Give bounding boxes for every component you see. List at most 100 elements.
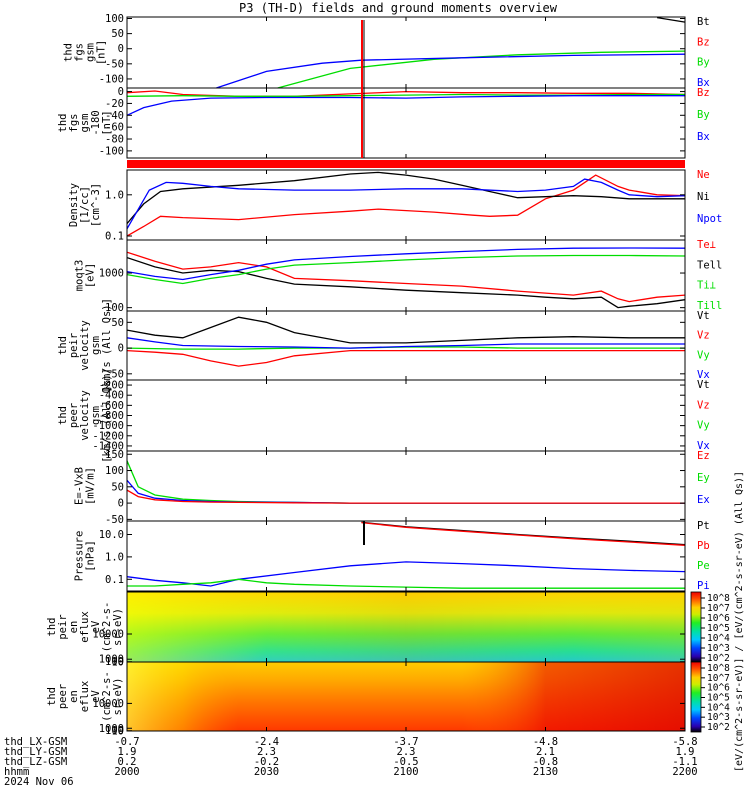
series-peir-velocity-Vz (126, 349, 685, 367)
legend-Vx: Vx (697, 440, 710, 452)
ytick-label: -800 (99, 410, 124, 422)
series-efield-Ey (126, 460, 685, 504)
ylabel-line: peer (57, 684, 69, 709)
ylabel-line: [nPa] (85, 540, 97, 572)
time-axis-value: -0.7 (114, 736, 139, 748)
time-axis-value: 2030 (254, 766, 279, 778)
colorbar-tick-label: 10^8 (707, 593, 730, 604)
time-axis-value: 2.3 (257, 746, 276, 758)
ytick-label: -1000 (92, 420, 124, 432)
series-fgs-gsm-recent-By (126, 93, 685, 97)
time-axis-row-label: hhmm (4, 766, 29, 778)
ylabel-line: peer (68, 403, 80, 428)
legend-Bx: Bx (697, 131, 710, 143)
ylabel-line: en (68, 621, 80, 634)
ytick-label: -50 (105, 514, 124, 526)
ylabel-line: gsm (79, 114, 91, 133)
legend-Pi: Pi (697, 580, 710, 592)
ylabel-line: [nT] (96, 40, 108, 65)
ylabel-line: gsm (90, 336, 102, 355)
time-axis-value: -0.2 (254, 756, 279, 768)
legend-Vz: Vz (697, 399, 710, 411)
series-peir-velocity-Vy (126, 346, 685, 350)
time-axis-value: -0.8 (533, 756, 558, 768)
panel-peer-velocity: -200-400-600-800-1000-1200-1400 thd peer ve… (57, 368, 710, 463)
ytick-label: 100 (105, 465, 124, 477)
legend-Pe: Pe (697, 560, 710, 572)
colorbar-peer (690, 661, 702, 733)
time-axis: thd_LX-GSM -0.7 -2.4 -3.7 -4.8 -5.8 thd_LY-GSM… (4, 736, 698, 788)
ytick-label: 10000 (92, 698, 124, 710)
series-pressure-Pb (361, 521, 686, 546)
panel-temperature: 1000 100 moqt3 [eV] Te⊥ Tell Ti⊥ Till (74, 239, 723, 314)
colorbar-tick-label: 10^5 (707, 623, 730, 634)
time-axis-value: -3.7 (393, 736, 418, 748)
ylabel-line: en (68, 690, 80, 703)
ytick-label: 10 (111, 725, 124, 737)
ylabel-line: eV (90, 690, 102, 703)
ytick-label: 150 (105, 449, 124, 461)
ylabel-line: thd (46, 618, 58, 637)
legend-Vz: Vz (697, 330, 710, 342)
ylabel-line: [nT] (101, 110, 113, 135)
legend-Npot: Npot (697, 213, 722, 225)
colorbar-tick-label: 10^3 (707, 712, 730, 723)
ylabel-line: [1/cc] (79, 186, 91, 224)
panel-frame (126, 379, 686, 452)
colorbar-tick-label: 10^6 (707, 613, 730, 624)
series-temperature-Tell (126, 256, 686, 309)
time-axis-value: 2200 (672, 766, 697, 778)
series-fgs-gsm-Bt (656, 16, 686, 23)
ytick-label: -400 (99, 390, 124, 402)
ylabel-line: fgs (74, 43, 86, 62)
series-fgs-gsm-By (277, 50, 686, 89)
legend-Vt: Vt (697, 310, 710, 322)
ytick-label: 100 (105, 302, 124, 314)
panel-frame (126, 450, 686, 522)
panel-frame (126, 169, 686, 241)
ytick-label: 1000 (99, 268, 124, 280)
spectrogram-overlay (127, 662, 685, 731)
legend-Ne: Ne (697, 169, 710, 181)
series-temperature-Te⊥ (126, 251, 686, 303)
ytick-label: 1.0 (105, 551, 124, 563)
legend-Till: Till (697, 300, 722, 312)
legend-Ni: Ni (697, 191, 710, 203)
ytick-label: -100 (99, 145, 124, 157)
time-axis-value: 2.3 (397, 746, 416, 758)
ytick-label: 0 (118, 498, 124, 510)
series-efield-Ez (126, 489, 685, 504)
legend-Bx: Bx (697, 77, 710, 89)
colorbar-tick-label: 10^5 (707, 693, 730, 704)
spectrogram-overlay (127, 592, 685, 662)
ytick-label: 0 (118, 86, 124, 98)
time-axis-value: -0.5 (393, 756, 418, 768)
ylabel-line: sr-eV) (112, 678, 124, 716)
colorbar-tick-label: 10^8 (707, 663, 730, 674)
ytick-label: -80 (105, 134, 124, 146)
ylabel-line: peir (57, 614, 69, 639)
ytick-label: 50 (111, 481, 124, 493)
ylabel-line: [km/s (All Qs)] (101, 298, 113, 393)
ytick-label: 10.0 (99, 529, 124, 541)
ytick-label: 1.0 (105, 189, 124, 201)
series-efield-Ex (126, 479, 685, 504)
ylabel-line: fgs (68, 114, 80, 133)
ytick-label: -600 (99, 400, 124, 412)
separator-band (127, 160, 685, 168)
series-density-Ne (126, 174, 686, 237)
colorbar-tick-label: 10^6 (707, 683, 730, 694)
legend-Vt: Vt (697, 379, 710, 391)
time-axis-row-label: thd_LZ-GSM (4, 756, 67, 768)
ytick-label: -50 (105, 58, 124, 70)
legend-Ti⊥: Ti⊥ (697, 280, 716, 292)
ytick-label: 100 (105, 656, 124, 668)
ylabel-line: Pressure (74, 531, 86, 582)
ylabel-line: [eV] (85, 263, 97, 288)
ytick-label: 0.1 (105, 231, 124, 243)
ylabel-line: peir (68, 333, 80, 358)
series-fgs-gsm-Bx (216, 53, 686, 89)
time-axis-value: -2.4 (254, 736, 279, 748)
time-axis-value: 2130 (533, 766, 558, 778)
series-temperature-Till (126, 254, 686, 285)
